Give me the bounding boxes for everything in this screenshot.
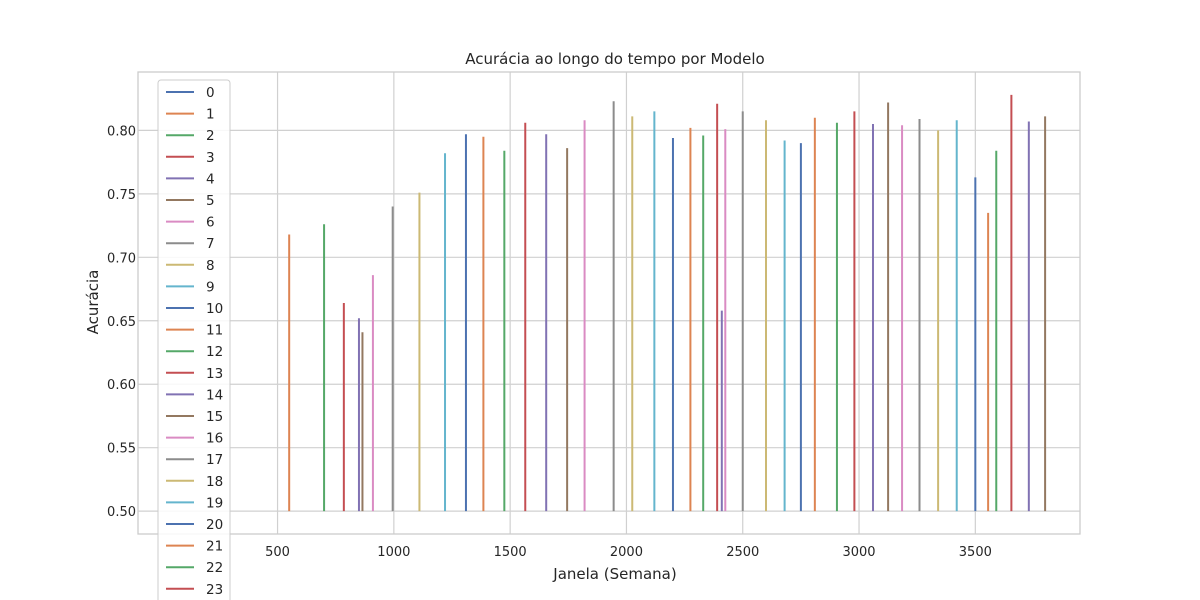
- legend-label-18: 18: [206, 474, 223, 490]
- legend-label-2: 2: [206, 128, 215, 144]
- legend-label-11: 11: [206, 323, 223, 339]
- y-tick-label: 0.65: [107, 315, 136, 330]
- x-axis-title: Janela (Semana): [552, 565, 676, 583]
- x-tick-label: 3000: [842, 545, 875, 560]
- legend-label-16: 16: [206, 431, 223, 447]
- y-tick-label: 0.80: [107, 124, 136, 139]
- legend-label-17: 17: [206, 452, 223, 468]
- y-tick-label: 0.70: [107, 251, 136, 266]
- legend-label-20: 20: [206, 517, 223, 533]
- legend-label-21: 21: [206, 539, 223, 555]
- chart-title: Acurácia ao longo do tempo por Modelo: [465, 50, 764, 68]
- legend-label-22: 22: [206, 560, 223, 576]
- legend-label-10: 10: [206, 301, 223, 317]
- legend-label-14: 14: [206, 387, 223, 403]
- legend-label-3: 3: [206, 150, 215, 166]
- y-tick-label: 0.50: [107, 505, 136, 520]
- x-tick-label: 2000: [610, 545, 643, 560]
- plot-frame: [137, 71, 1081, 535]
- legend-label-1: 1: [206, 107, 215, 123]
- legend-label-23: 23: [206, 582, 223, 598]
- legend-label-4: 4: [206, 171, 215, 187]
- legend-label-15: 15: [206, 409, 223, 425]
- x-tick-label: 500: [265, 545, 290, 560]
- legend-label-6: 6: [206, 215, 215, 231]
- legend-box: [157, 79, 231, 600]
- legend-label-9: 9: [206, 279, 215, 295]
- legend-label-13: 13: [206, 366, 223, 382]
- legend-label-19: 19: [206, 495, 223, 511]
- legend-label-12: 12: [206, 344, 223, 360]
- legend-label-8: 8: [206, 258, 215, 274]
- y-axis-title: Acurácia: [84, 270, 102, 335]
- y-tick-label: 0.55: [107, 442, 136, 457]
- legend-label-5: 5: [206, 193, 215, 209]
- x-tick-label: 1500: [494, 545, 527, 560]
- legend-label-7: 7: [206, 236, 215, 252]
- y-tick-label: 0.60: [107, 378, 136, 393]
- x-tick-label: 3500: [959, 545, 992, 560]
- legend-label-0: 0: [206, 85, 215, 101]
- y-tick-label: 0.75: [107, 188, 136, 203]
- x-tick-label: 2500: [726, 545, 759, 560]
- x-tick-label: 1000: [377, 545, 410, 560]
